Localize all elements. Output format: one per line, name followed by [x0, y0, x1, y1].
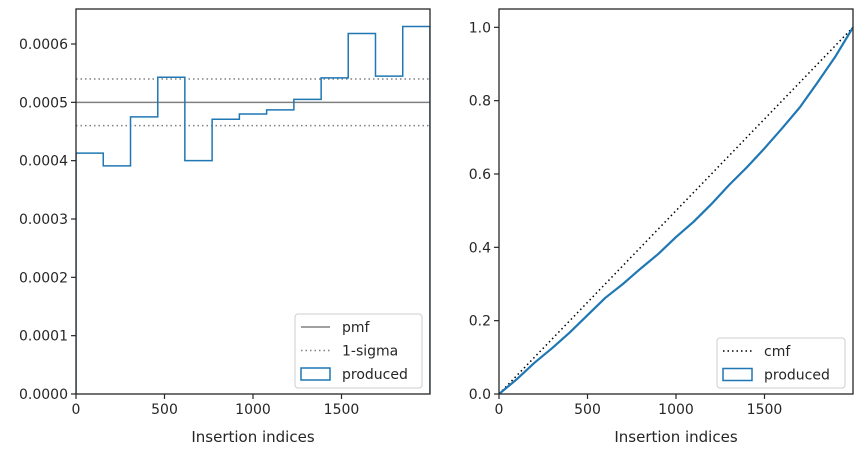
x-tick-label: 1500	[747, 402, 783, 418]
legend-entry-cmf: cmf	[723, 344, 791, 360]
series-produced-step	[76, 25, 430, 394]
y-tick-label: 0.0006	[19, 37, 68, 53]
legend-entry-1-sigma: 1-sigma	[301, 344, 398, 360]
y-tick-label: 0.6	[469, 167, 491, 183]
plot-area	[76, 25, 430, 394]
legend-entry-produced: produced	[722, 367, 830, 384]
legend-entry-pmf: pmf	[301, 320, 371, 336]
legend: pmf 1-sigma produced	[294, 313, 423, 389]
x-tick-label: 500	[151, 402, 178, 418]
plot-area	[499, 26, 853, 394]
cmf-line-panel: 0 500 1000 1500 0.0 0.2 0.4 0.6 0.8 1.0 Insertion …	[469, 8, 854, 446]
legend-box	[716, 337, 846, 389]
legend-swatch	[722, 367, 753, 382]
x-tick-label: 1500	[324, 402, 360, 418]
y-tick-label: 0.0004	[19, 154, 68, 170]
y-tick-label: 0.0003	[19, 212, 68, 228]
pmf-histogram-panel: 0 500 1000 1500 0.0000 0.0001 0.0002 0.0003 0.00…	[19, 8, 431, 446]
x-tick-label: 0	[495, 402, 504, 418]
x-tick-label: 0	[72, 402, 81, 418]
legend-label: produced	[342, 367, 408, 383]
x-axis-label: Insertion indices	[614, 428, 737, 446]
series-produced-curve	[499, 26, 853, 394]
legend-swatch	[300, 367, 331, 381]
y-tick-label: 1.0	[469, 20, 491, 36]
y-tick-label: 0.2	[469, 314, 491, 330]
x-axis-label: Insertion indices	[191, 428, 314, 446]
legend-box	[294, 313, 423, 389]
axes-frame	[498, 8, 854, 395]
legend-label: cmf	[764, 344, 791, 360]
legend-label: pmf	[342, 320, 371, 336]
x-tick-label: 500	[574, 402, 601, 418]
y-tick-label: 0.0001	[19, 329, 68, 345]
y-tick-label: 0.0000	[19, 387, 68, 403]
legend: cmf produced	[716, 337, 846, 389]
y-tick-label: 0.0	[469, 387, 491, 403]
y-tick-label: 0.8	[469, 94, 491, 110]
x-tick-label: 1000	[235, 402, 271, 418]
y-tick-label: 0.0005	[19, 95, 68, 111]
legend-entry-produced: produced	[300, 367, 408, 383]
y-tick-label: 0.4	[469, 240, 491, 256]
legend-label: 1-sigma	[342, 344, 398, 360]
legend-label: produced	[764, 368, 830, 384]
x-tick-label: 1000	[658, 402, 694, 418]
y-tick-label: 0.0002	[19, 270, 68, 286]
